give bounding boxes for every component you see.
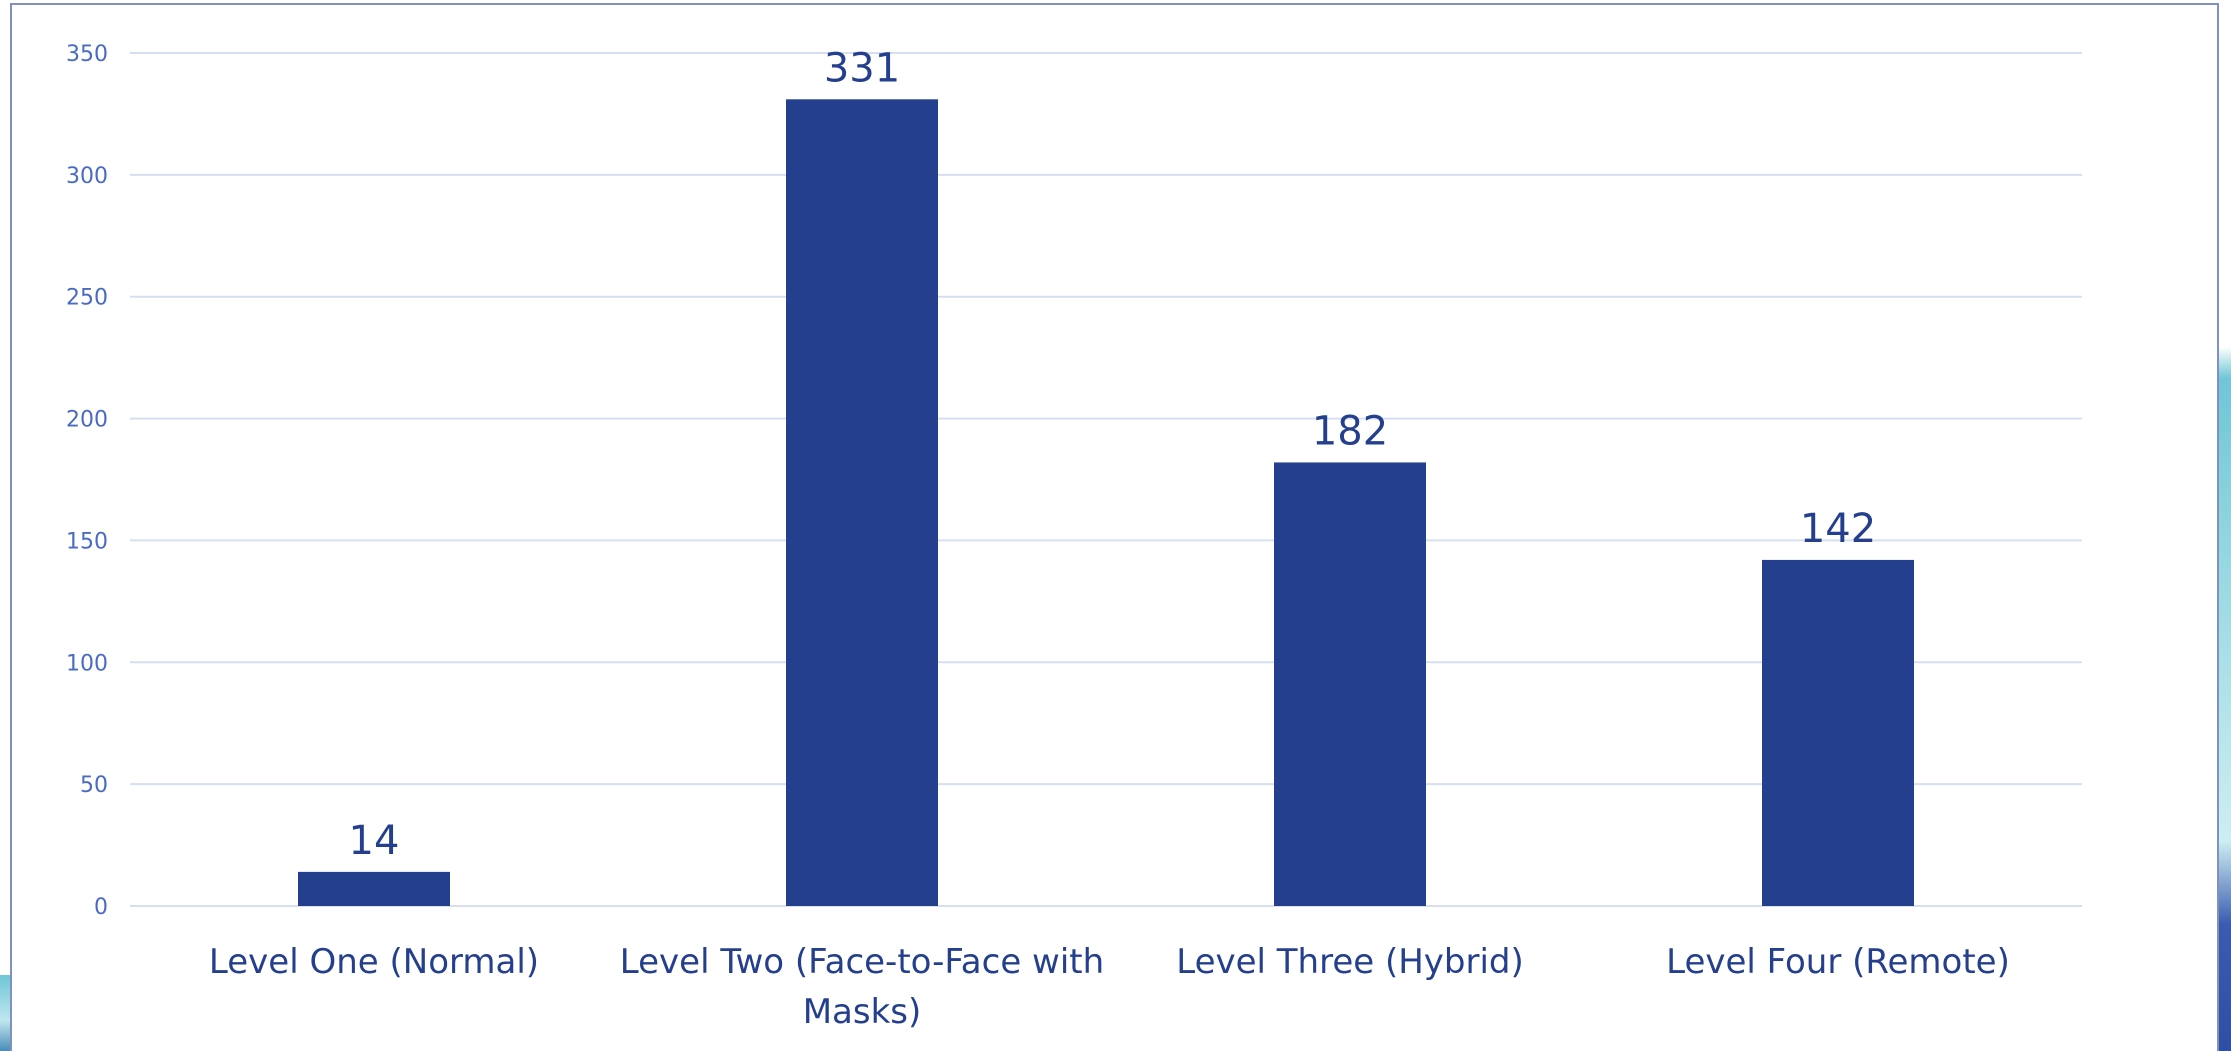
background-decoration-left — [0, 975, 12, 1051]
y-tick-label: 350 — [66, 42, 108, 67]
category-label-3: Level Three (Hybrid) — [1176, 942, 1524, 982]
y-tick-label: 250 — [66, 286, 108, 311]
data-label-4: 142 — [1800, 506, 1876, 552]
category-label-4: Level Four (Remote) — [1666, 942, 2010, 982]
category-label-line: Level One (Normal) — [209, 942, 539, 982]
bar-2 — [786, 99, 938, 906]
data-label-1: 14 — [349, 818, 400, 864]
category-labels: Level One (Normal) Level Two (Face-to-Fac… — [209, 942, 2010, 1032]
y-tick-label: 100 — [66, 651, 108, 676]
bars — [298, 99, 1914, 906]
category-label-line: Masks) — [803, 992, 922, 1032]
category-label-line: Level Four (Remote) — [1666, 942, 2010, 982]
data-labels: 14 331 182 142 — [349, 45, 1877, 864]
y-tick-label: 150 — [66, 529, 108, 554]
bar-3 — [1274, 462, 1426, 906]
y-tick-label: 300 — [66, 164, 108, 189]
y-tick-label: 200 — [66, 408, 108, 433]
y-tick-label: 0 — [94, 895, 108, 920]
bar-1 — [298, 871, 450, 906]
y-tick-label: 50 — [80, 773, 108, 798]
category-label-line: Level Two (Face-to-Face with — [620, 942, 1104, 982]
category-label-line: Level Three (Hybrid) — [1176, 942, 1524, 982]
bar-4 — [1762, 559, 1914, 906]
gridlines — [130, 52, 2082, 907]
data-label-3: 182 — [1312, 408, 1388, 454]
background-decoration-right — [2219, 0, 2231, 1051]
y-axis-ticks: 0 50 100 150 200 250 300 350 — [66, 42, 108, 920]
data-label-2: 331 — [824, 45, 900, 91]
category-label-2: Level Two (Face-to-Face with Masks) — [620, 942, 1104, 1032]
category-label-1: Level One (Normal) — [209, 942, 539, 982]
